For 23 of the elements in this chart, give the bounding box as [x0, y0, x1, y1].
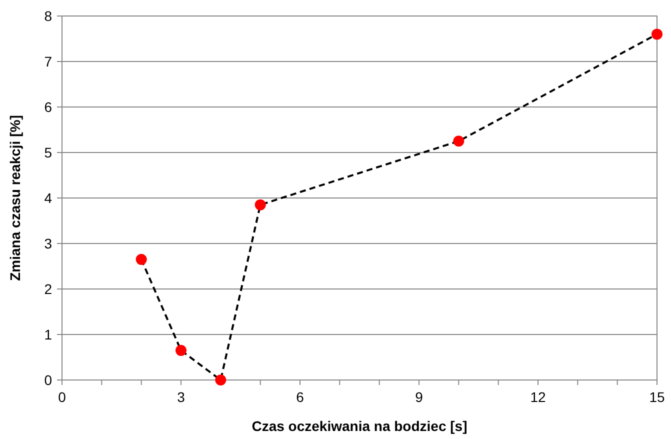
y-tick-label: 8	[44, 8, 52, 24]
y-tick-label: 4	[44, 190, 52, 206]
y-tick-label: 1	[44, 326, 52, 342]
point	[453, 136, 464, 147]
x-tick-label: 6	[296, 389, 304, 405]
x-tick-label: 9	[415, 389, 424, 405]
point	[215, 374, 226, 386]
x-tick-label: 15	[649, 389, 665, 405]
y-tick-label: 3	[44, 236, 52, 252]
point	[136, 254, 147, 265]
x-tick-label: 3	[177, 389, 186, 405]
point	[652, 28, 662, 40]
y-axis-title: Zmiana czasu reakcji [%]	[7, 115, 23, 281]
y-tick-label: 6	[44, 99, 52, 115]
x-axis-title: Czas oczekiwania na bodziec [s]	[252, 418, 468, 434]
y-tick-label: 5	[44, 144, 52, 160]
point	[254, 199, 266, 210]
y-tick-label: 2	[44, 281, 52, 297]
x-tick-label: 12	[530, 389, 546, 405]
x-tick-label: 0	[58, 389, 66, 405]
y-tick-label: 0	[44, 372, 52, 388]
y-tick-label: 7	[44, 54, 52, 70]
point	[176, 344, 186, 356]
